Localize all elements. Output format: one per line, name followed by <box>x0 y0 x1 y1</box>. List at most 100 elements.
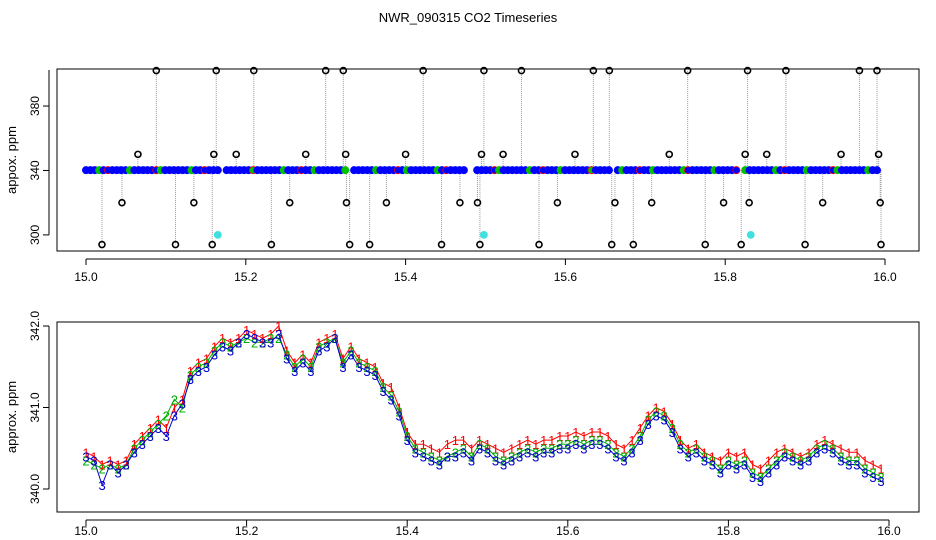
series-point-3: 3 <box>677 441 684 456</box>
series-point-1: 1 <box>460 433 467 448</box>
baseline-point <box>341 166 350 175</box>
series-point-3: 3 <box>492 453 499 468</box>
series-point-2: 2 <box>243 331 250 346</box>
series-point-3: 3 <box>251 331 258 346</box>
series-point-1: 1 <box>267 327 274 342</box>
series-point-1: 1 <box>123 453 130 468</box>
series-point-1: 1 <box>741 445 748 460</box>
series-point-3: 3 <box>452 449 459 464</box>
series-point-1: 1 <box>219 331 226 346</box>
outlier-point <box>855 66 864 75</box>
series-point-1: 1 <box>82 445 89 460</box>
series-point-1: 1 <box>492 441 499 456</box>
series-point-3: 3 <box>620 453 627 468</box>
series-point-1: 1 <box>532 437 539 452</box>
outlier-point <box>98 240 106 249</box>
plot1-x-tick-label: 15.4 <box>394 270 418 284</box>
series-point-1: 1 <box>845 445 852 460</box>
series-point-1: 1 <box>781 441 788 456</box>
plot2-x-tick-label: 15.4 <box>396 524 420 538</box>
special-point <box>213 230 222 239</box>
series-point-1: 1 <box>572 425 579 440</box>
outlier-point <box>118 198 126 207</box>
series-point-1: 1 <box>195 356 202 371</box>
plot2-y-tick-label: 340.0 <box>28 474 42 504</box>
series-point-1: 1 <box>837 441 844 456</box>
series-point-2: 2 <box>275 331 282 346</box>
series-point-3: 3 <box>203 360 210 375</box>
series-point-2: 2 <box>452 445 459 460</box>
series-point-3: 3 <box>580 441 587 456</box>
series-point-3: 3 <box>765 466 772 481</box>
series-point-3: 3 <box>476 441 483 456</box>
outlier-point <box>535 240 543 249</box>
series-point-2: 2 <box>644 413 651 428</box>
series-point-3: 3 <box>877 474 884 489</box>
series-point-2: 2 <box>388 388 395 403</box>
series-point-1: 1 <box>139 429 146 444</box>
series-point-1: 1 <box>315 335 322 350</box>
series-point-2: 2 <box>307 360 314 375</box>
series-point-2: 2 <box>299 352 306 367</box>
series-point-3: 3 <box>163 429 170 444</box>
series-point-1: 1 <box>580 429 587 444</box>
outlier-point <box>382 198 391 207</box>
series-point-2: 2 <box>291 360 298 375</box>
series-point-1: 1 <box>612 437 619 452</box>
series-point-2: 2 <box>131 441 138 456</box>
series-point-3: 3 <box>323 339 330 354</box>
series-point-1: 1 <box>163 421 170 436</box>
series-point-3: 3 <box>396 409 403 424</box>
outlier-point <box>737 240 745 249</box>
series-point-2: 2 <box>163 409 170 424</box>
series-point-1: 1 <box>717 453 724 468</box>
series-point-1: 1 <box>131 437 138 452</box>
series-point-3: 3 <box>115 466 122 481</box>
series-point-3: 3 <box>484 445 491 460</box>
series-point-3: 3 <box>861 466 868 481</box>
outlier-point <box>456 198 464 207</box>
series-point-3: 3 <box>428 453 435 468</box>
series-point-1: 1 <box>693 437 700 452</box>
series-point-3: 3 <box>219 339 226 354</box>
series-point-1: 1 <box>179 392 186 407</box>
series-point-1: 1 <box>564 429 571 444</box>
series-point-1: 1 <box>821 433 828 448</box>
plot2-y-tick-label: 342.0 <box>28 311 42 341</box>
series-point-2: 2 <box>404 429 411 444</box>
outlier-point <box>342 198 351 207</box>
series-point-2: 2 <box>757 470 764 485</box>
series-point-3: 3 <box>749 470 756 485</box>
series-point-3: 3 <box>331 331 338 346</box>
series-point-1: 1 <box>468 441 475 456</box>
series-point-3: 3 <box>532 449 539 464</box>
series-point-1: 1 <box>669 417 676 432</box>
series-point-3: 3 <box>853 458 860 473</box>
series-point-3: 3 <box>468 453 475 468</box>
series-point-2: 2 <box>331 331 338 346</box>
series-point-3: 3 <box>155 421 162 436</box>
series-point-3: 3 <box>669 425 676 440</box>
series-point-3: 3 <box>363 364 370 379</box>
series-point-2: 2 <box>717 462 724 477</box>
series-point-1: 1 <box>725 445 732 460</box>
series-point-2: 2 <box>620 449 627 464</box>
series-point-2: 2 <box>211 343 218 358</box>
series-point-3: 3 <box>171 409 178 424</box>
series-point-3: 3 <box>98 478 105 493</box>
outlier-point <box>877 240 885 249</box>
series-point-1: 1 <box>677 433 684 448</box>
plot1-x-tick-label: 15.2 <box>234 270 258 284</box>
outlier-point <box>605 66 614 75</box>
series-point-3: 3 <box>564 441 571 456</box>
baseline-point <box>213 166 222 175</box>
outlier-point <box>876 198 885 207</box>
series-point-3: 3 <box>813 445 820 460</box>
series-point-1: 1 <box>275 319 282 334</box>
series-point-2: 2 <box>444 449 451 464</box>
series-point-3: 3 <box>131 445 138 460</box>
series-point-2: 2 <box>540 441 547 456</box>
series-point-2: 2 <box>661 409 668 424</box>
